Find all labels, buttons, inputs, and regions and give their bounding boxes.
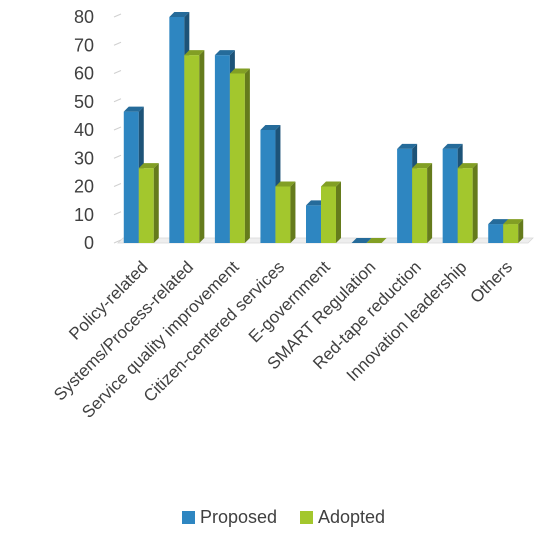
bar-top [412, 163, 433, 169]
x-axis-categories: Policy-relatedSystems/Process-relatedSer… [50, 257, 516, 422]
bar-side [518, 219, 524, 243]
y-tick-label: 70 [74, 35, 94, 55]
bar-front [214, 55, 230, 244]
bar-top [214, 50, 235, 56]
bar-side [199, 50, 205, 244]
y-tick-label: 60 [74, 64, 94, 84]
bar-front [321, 186, 336, 243]
bar-top [366, 238, 387, 243]
bar-side [244, 68, 250, 243]
bar-adopted [503, 219, 524, 243]
bar-adopted [138, 163, 159, 243]
bar-front [442, 148, 458, 243]
bar-side [427, 163, 433, 243]
y-tick-mark [113, 41, 122, 46]
bar-top [457, 163, 478, 169]
legend-item-adopted: Adopted [300, 507, 385, 527]
y-tick-label: 0 [84, 233, 94, 253]
bar-top [351, 238, 372, 243]
bar-adopted [275, 181, 296, 243]
bar-top [397, 143, 418, 149]
x-category-label: Policy-related [65, 257, 151, 343]
bar-front [397, 148, 413, 243]
bar-adopted [412, 163, 433, 243]
bar-front [260, 130, 276, 243]
bars [123, 12, 524, 244]
y-tick-mark [113, 126, 122, 131]
y-tick-mark [113, 183, 122, 187]
y-tick-mark [113, 98, 122, 103]
legend-label: Proposed [200, 507, 277, 527]
bar-front [229, 73, 245, 243]
x-category-label: Others [467, 257, 517, 307]
bar-adopted [366, 238, 387, 244]
bar-front [169, 17, 185, 243]
y-tick-label: 30 [74, 148, 94, 168]
bar-top [169, 12, 190, 17]
bar-side [336, 181, 341, 243]
bar-proposed [351, 238, 372, 244]
bar-top [488, 219, 509, 225]
y-tick-label: 20 [74, 177, 94, 197]
bar-adopted [229, 68, 250, 243]
bar-adopted [321, 181, 341, 243]
bar-front [503, 224, 519, 243]
y-tick-label: 40 [74, 120, 94, 140]
y-axis-ticks: 0 10 20 30 40 50 60 70 80 [74, 7, 122, 253]
y-tick-mark [113, 13, 122, 18]
y-tick-label: 80 [74, 7, 94, 27]
bar-front [488, 224, 504, 243]
bar-top [123, 106, 144, 112]
bar-adopted [184, 50, 205, 244]
y-tick-mark [113, 211, 122, 216]
bar-front [138, 168, 154, 243]
legend-item-proposed: Proposed [182, 507, 277, 527]
legend-swatch [182, 511, 195, 524]
bar-front [123, 111, 139, 243]
bar-adopted [457, 163, 478, 243]
bar-top [503, 219, 524, 225]
bar-front [457, 168, 473, 243]
bar-top [184, 50, 205, 56]
y-tick-mark [113, 239, 122, 244]
y-tick-label: 10 [74, 205, 94, 225]
bar-top [321, 181, 341, 187]
bar-front [412, 168, 428, 243]
legend-swatch [300, 511, 313, 524]
legend-label: Adopted [318, 507, 385, 527]
bar-top [442, 143, 463, 149]
bar-top [138, 163, 159, 169]
bar-front [275, 186, 291, 243]
bar-side [472, 163, 478, 243]
bar-top [275, 181, 296, 187]
y-tick-mark [113, 70, 122, 74]
y-tick-mark [113, 154, 122, 159]
bar-top [229, 68, 250, 74]
bar-side [153, 163, 159, 243]
bar-front [184, 55, 200, 244]
legend: Proposed Adopted [182, 507, 385, 527]
bar-side [290, 181, 296, 243]
bar-top [260, 125, 281, 130]
y-tick-label: 50 [74, 92, 94, 112]
bar-front [306, 205, 321, 243]
